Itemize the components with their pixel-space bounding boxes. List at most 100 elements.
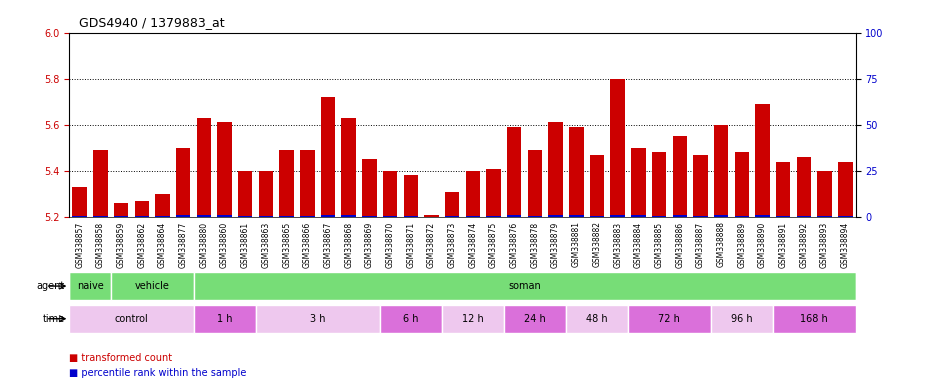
Text: GSM338880: GSM338880 <box>200 221 208 268</box>
Bar <box>197 215 211 217</box>
Bar <box>279 150 294 217</box>
Text: GSM338857: GSM338857 <box>75 221 84 268</box>
Bar <box>693 215 708 217</box>
Text: GSM338892: GSM338892 <box>799 221 808 268</box>
Text: GSM338864: GSM338864 <box>158 221 167 268</box>
Text: GSM338890: GSM338890 <box>758 221 767 268</box>
Bar <box>93 150 107 217</box>
Bar <box>300 215 314 217</box>
Text: GSM338877: GSM338877 <box>179 221 188 268</box>
Bar <box>238 216 253 217</box>
Text: 48 h: 48 h <box>586 314 608 324</box>
Bar <box>403 175 418 217</box>
Text: GSM338878: GSM338878 <box>530 221 539 268</box>
Bar <box>776 215 791 217</box>
Text: GSM338894: GSM338894 <box>841 221 850 268</box>
Text: GSM338888: GSM338888 <box>717 221 725 267</box>
Bar <box>321 97 335 217</box>
Text: GSM338893: GSM338893 <box>820 221 829 268</box>
Text: GSM338882: GSM338882 <box>593 221 601 267</box>
Text: GSM338873: GSM338873 <box>448 221 457 268</box>
FancyBboxPatch shape <box>504 305 566 333</box>
Bar <box>279 215 294 217</box>
Text: 1 h: 1 h <box>216 314 232 324</box>
Text: GSM338868: GSM338868 <box>344 221 353 268</box>
Bar <box>693 155 708 217</box>
FancyBboxPatch shape <box>380 305 442 333</box>
Text: GDS4940 / 1379883_at: GDS4940 / 1379883_at <box>79 16 224 29</box>
Bar <box>549 122 562 217</box>
Text: GSM338870: GSM338870 <box>386 221 395 268</box>
Bar <box>590 215 604 217</box>
Bar <box>134 216 149 217</box>
Text: GSM338887: GSM338887 <box>696 221 705 268</box>
Text: GSM338861: GSM338861 <box>240 221 250 268</box>
FancyBboxPatch shape <box>773 305 856 333</box>
Text: vehicle: vehicle <box>135 281 169 291</box>
FancyBboxPatch shape <box>193 272 856 300</box>
Bar <box>631 215 646 217</box>
Text: 3 h: 3 h <box>310 314 326 324</box>
FancyBboxPatch shape <box>69 272 111 300</box>
Bar <box>465 171 480 217</box>
FancyBboxPatch shape <box>255 305 380 333</box>
FancyBboxPatch shape <box>710 305 773 333</box>
Text: GSM338886: GSM338886 <box>675 221 684 268</box>
Bar <box>72 187 87 217</box>
Text: GSM338872: GSM338872 <box>427 221 436 268</box>
Bar <box>341 118 356 217</box>
Text: GSM338891: GSM338891 <box>779 221 788 268</box>
Bar <box>756 104 770 217</box>
FancyBboxPatch shape <box>69 305 193 333</box>
Bar <box>672 136 687 217</box>
Bar <box>134 201 149 217</box>
Bar <box>321 215 335 217</box>
Bar <box>796 157 811 217</box>
Text: GSM338883: GSM338883 <box>613 221 623 268</box>
Bar <box>507 215 522 217</box>
FancyBboxPatch shape <box>628 305 710 333</box>
Bar <box>155 216 169 217</box>
Bar <box>652 215 666 217</box>
Text: GSM338867: GSM338867 <box>324 221 332 268</box>
Bar <box>734 152 749 217</box>
Text: GSM338871: GSM338871 <box>406 221 415 268</box>
Text: GSM338885: GSM338885 <box>655 221 663 268</box>
Text: soman: soman <box>508 281 541 291</box>
Bar <box>93 215 107 217</box>
Text: naive: naive <box>77 281 104 291</box>
Bar <box>796 215 811 217</box>
Text: 6 h: 6 h <box>403 314 418 324</box>
Text: 168 h: 168 h <box>800 314 828 324</box>
Bar <box>259 216 273 217</box>
Bar <box>487 216 500 217</box>
Bar <box>197 118 211 217</box>
Bar <box>756 215 770 217</box>
Text: GSM338860: GSM338860 <box>220 221 229 268</box>
Text: 24 h: 24 h <box>524 314 546 324</box>
Text: GSM338866: GSM338866 <box>302 221 312 268</box>
Text: GSM338865: GSM338865 <box>282 221 291 268</box>
Text: GSM338874: GSM338874 <box>468 221 477 268</box>
FancyBboxPatch shape <box>193 305 255 333</box>
Bar <box>445 216 460 217</box>
Bar <box>714 215 728 217</box>
Bar <box>631 148 646 217</box>
Bar <box>445 192 460 217</box>
Bar <box>383 171 398 217</box>
Bar <box>114 203 129 217</box>
Bar <box>363 215 376 217</box>
Text: 72 h: 72 h <box>659 314 681 324</box>
FancyBboxPatch shape <box>442 305 504 333</box>
Bar <box>383 216 398 217</box>
Bar <box>217 215 232 217</box>
Bar <box>569 215 584 217</box>
Bar <box>672 215 687 217</box>
Bar <box>527 215 542 217</box>
FancyBboxPatch shape <box>111 272 193 300</box>
Bar <box>507 127 522 217</box>
Bar <box>259 171 273 217</box>
Bar <box>610 215 625 217</box>
Bar <box>176 148 191 217</box>
Bar <box>72 216 87 217</box>
